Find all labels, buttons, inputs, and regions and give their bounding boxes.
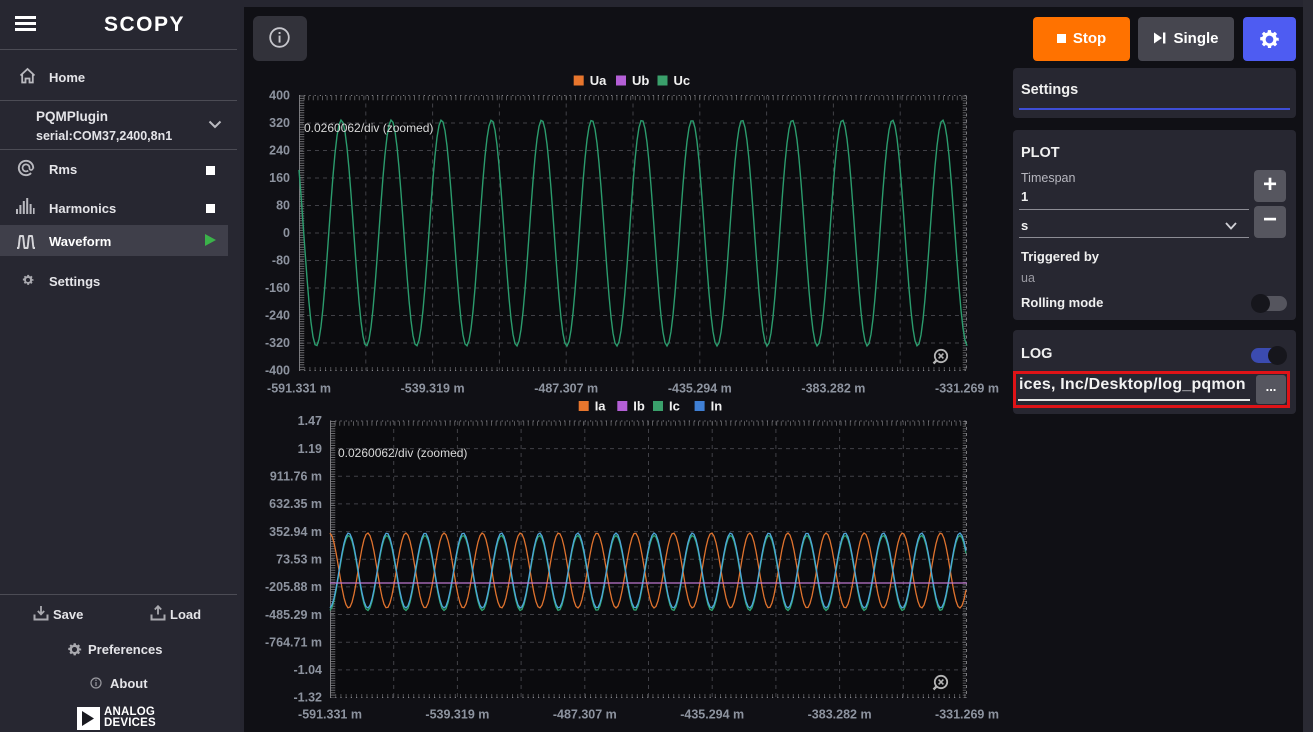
svg-text:632.35 m: 632.35 m bbox=[269, 497, 322, 511]
svg-text:-383.282 m: -383.282 m bbox=[808, 708, 872, 722]
svg-text:Ic: Ic bbox=[669, 399, 680, 414]
svg-text:In: In bbox=[711, 399, 723, 414]
svg-text:-539.319 m: -539.319 m bbox=[425, 708, 489, 722]
svg-text:Ua: Ua bbox=[590, 73, 607, 88]
svg-text:352.94 m: 352.94 m bbox=[269, 525, 322, 539]
svg-text:-435.294 m: -435.294 m bbox=[680, 708, 744, 722]
svg-text:320: 320 bbox=[269, 116, 290, 130]
svg-text:0.0260062/div (zoomed): 0.0260062/div (zoomed) bbox=[304, 121, 433, 135]
svg-text:Ub: Ub bbox=[632, 73, 649, 88]
svg-text:-591.331 m: -591.331 m bbox=[298, 708, 362, 722]
svg-text:-320: -320 bbox=[265, 336, 290, 350]
svg-text:-205.88 m: -205.88 m bbox=[265, 580, 322, 594]
svg-text:-240: -240 bbox=[265, 309, 290, 323]
svg-text:-400: -400 bbox=[265, 364, 290, 378]
svg-text:Ia: Ia bbox=[595, 399, 607, 414]
svg-text:400: 400 bbox=[269, 89, 290, 103]
svg-text:911.76 m: 911.76 m bbox=[270, 470, 322, 484]
svg-text:-539.319 m: -539.319 m bbox=[401, 382, 465, 396]
svg-text:1.47: 1.47 bbox=[298, 414, 322, 428]
svg-text:1.19: 1.19 bbox=[298, 442, 322, 456]
svg-text:-764.71 m: -764.71 m bbox=[265, 635, 322, 649]
svg-text:-80: -80 bbox=[272, 254, 290, 268]
svg-text:160: 160 bbox=[269, 171, 290, 185]
svg-text:0: 0 bbox=[283, 226, 290, 240]
svg-text:0.0260062/div (zoomed): 0.0260062/div (zoomed) bbox=[338, 446, 467, 460]
svg-text:-485.29 m: -485.29 m bbox=[265, 608, 322, 622]
svg-text:-331.269 m: -331.269 m bbox=[935, 708, 999, 722]
svg-text:73.53 m: 73.53 m bbox=[276, 553, 322, 567]
svg-text:-331.269 m: -331.269 m bbox=[935, 382, 999, 396]
svg-text:-487.307 m: -487.307 m bbox=[534, 382, 598, 396]
svg-text:-487.307 m: -487.307 m bbox=[553, 708, 617, 722]
svg-text:Uc: Uc bbox=[674, 73, 691, 88]
svg-text:-160: -160 bbox=[265, 281, 290, 295]
svg-text:Ib: Ib bbox=[633, 399, 645, 414]
svg-text:240: 240 bbox=[269, 144, 290, 158]
svg-text:80: 80 bbox=[276, 199, 290, 213]
svg-text:-591.331 m: -591.331 m bbox=[267, 382, 331, 396]
svg-text:-1.32: -1.32 bbox=[294, 691, 323, 705]
svg-text:-435.294 m: -435.294 m bbox=[668, 382, 732, 396]
svg-text:-383.282 m: -383.282 m bbox=[801, 382, 865, 396]
svg-text:-1.04: -1.04 bbox=[294, 663, 323, 677]
